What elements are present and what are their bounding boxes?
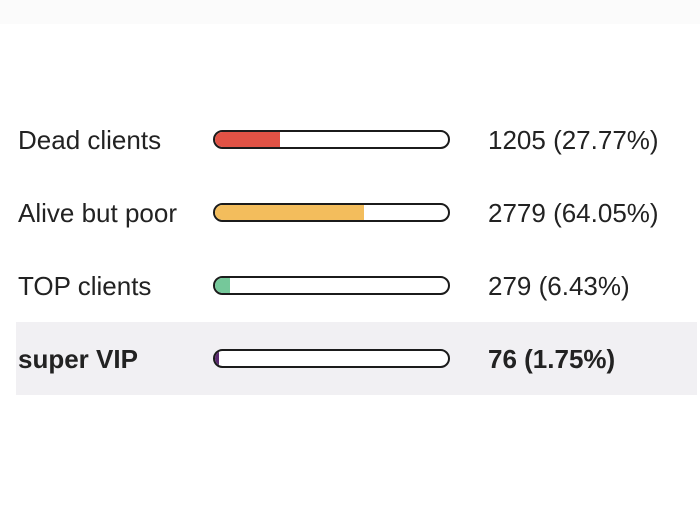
segment-row-top-clients[interactable]: TOP clients 279 (6.43%) <box>16 249 697 322</box>
segment-label: super VIP <box>18 343 138 374</box>
progress-bar <box>213 203 450 222</box>
progress-bar-fill <box>215 278 230 293</box>
segment-value: 2779 (64.05%) <box>488 197 659 228</box>
segment-value: 76 (1.75%) <box>488 343 616 374</box>
segment-label: TOP clients <box>18 270 152 301</box>
progress-bar <box>213 276 450 295</box>
segment-label: Dead clients <box>18 124 162 155</box>
segment-label: Alive but poor <box>18 197 177 228</box>
segment-row-alive-but-poor[interactable]: Alive but poor 2779 (64.05%) <box>16 176 697 249</box>
segment-list: Dead clients 1205 (27.77%) Alive but poo… <box>16 103 697 395</box>
progress-bar <box>213 349 450 368</box>
segment-value: 1205 (27.77%) <box>488 124 659 155</box>
progress-bar-fill <box>215 205 365 220</box>
progress-bar-fill <box>215 351 220 366</box>
segment-value: 279 (6.43%) <box>488 270 630 301</box>
segment-row-super-vip[interactable]: super VIP 76 (1.75%) <box>16 322 697 395</box>
top-band <box>0 0 700 24</box>
segment-row-dead-clients[interactable]: Dead clients 1205 (27.77%) <box>16 103 697 176</box>
progress-bar <box>213 130 450 149</box>
progress-bar-fill <box>215 132 280 147</box>
